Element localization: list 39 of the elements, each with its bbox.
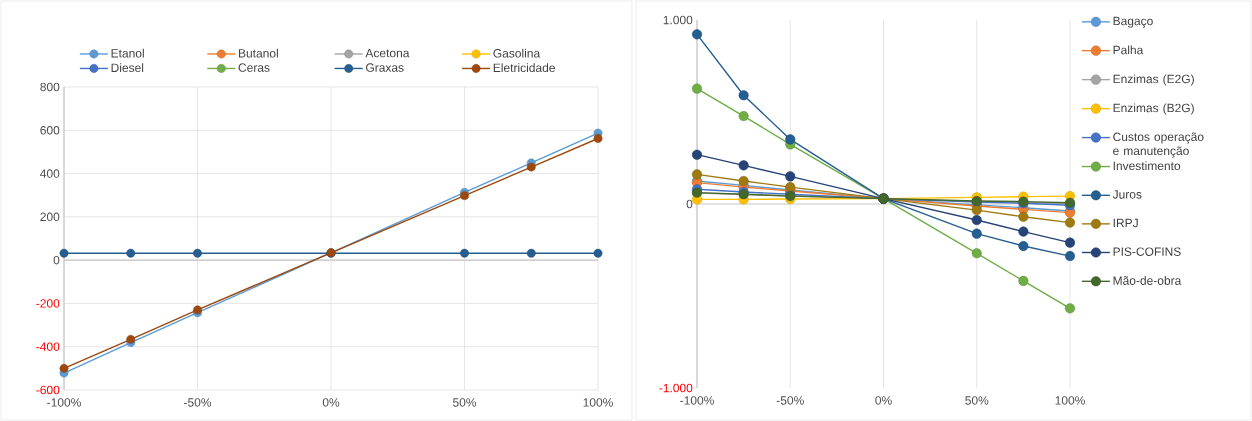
y-tick-label: 1.000 bbox=[663, 15, 693, 25]
legend-label: Butanol bbox=[238, 48, 278, 58]
x-tick-label: 50% bbox=[452, 398, 477, 407]
y-tick-label: 400 bbox=[40, 169, 60, 178]
legend-label: Mão-de-obra bbox=[1113, 276, 1182, 285]
legend-label: Ceras bbox=[238, 63, 270, 72]
x-tick-label: -50% bbox=[184, 398, 212, 407]
legend-label: Bagaço bbox=[1113, 16, 1153, 28]
legend-label: Etanol bbox=[111, 48, 144, 58]
legend-label: Graxas bbox=[366, 63, 404, 72]
legend-label: Palha bbox=[1113, 45, 1144, 55]
x-tick-label: 100% bbox=[583, 398, 613, 407]
y-tick-label: -600 bbox=[36, 385, 60, 395]
legend-label: Acetona bbox=[365, 48, 410, 58]
legend-label: IRPJ bbox=[1113, 218, 1138, 228]
x-tick-label: 0% bbox=[875, 396, 892, 405]
legend-label: Enzimas (B2G) bbox=[1113, 103, 1194, 115]
x-tick-label: 50% bbox=[965, 396, 989, 405]
y-tick-label: 800 bbox=[40, 82, 60, 92]
x-tick-label: -100% bbox=[47, 398, 81, 407]
y-tick-label: 0 bbox=[686, 199, 693, 209]
y-tick-label: 600 bbox=[40, 126, 60, 135]
x-tick-label: 100% bbox=[1055, 396, 1085, 405]
y-tick-label: 0 bbox=[53, 255, 60, 265]
x-tick-label: -50% bbox=[776, 396, 804, 405]
y-tick-label: -400 bbox=[36, 342, 60, 351]
legend-label: Enzimas (E2G) bbox=[1113, 74, 1194, 86]
y-tick-label: -1.000 bbox=[659, 383, 693, 393]
legend-label: Juros bbox=[1112, 190, 1142, 199]
y-tick-label: 200 bbox=[40, 212, 60, 222]
x-tick-label: -100% bbox=[680, 396, 714, 405]
legend-label: Gasolina bbox=[493, 48, 541, 58]
x-tick-label: 0% bbox=[322, 398, 340, 407]
legend-label: PIS-COFINS bbox=[1113, 247, 1181, 256]
legend-label: Eletricidade bbox=[493, 63, 555, 73]
legend-label: Diesel bbox=[111, 63, 144, 73]
legend-label: Investimento bbox=[1113, 161, 1181, 171]
y-tick-label: -200 bbox=[36, 299, 60, 308]
legend-label: Custos operação e manutenção bbox=[1113, 132, 1204, 158]
